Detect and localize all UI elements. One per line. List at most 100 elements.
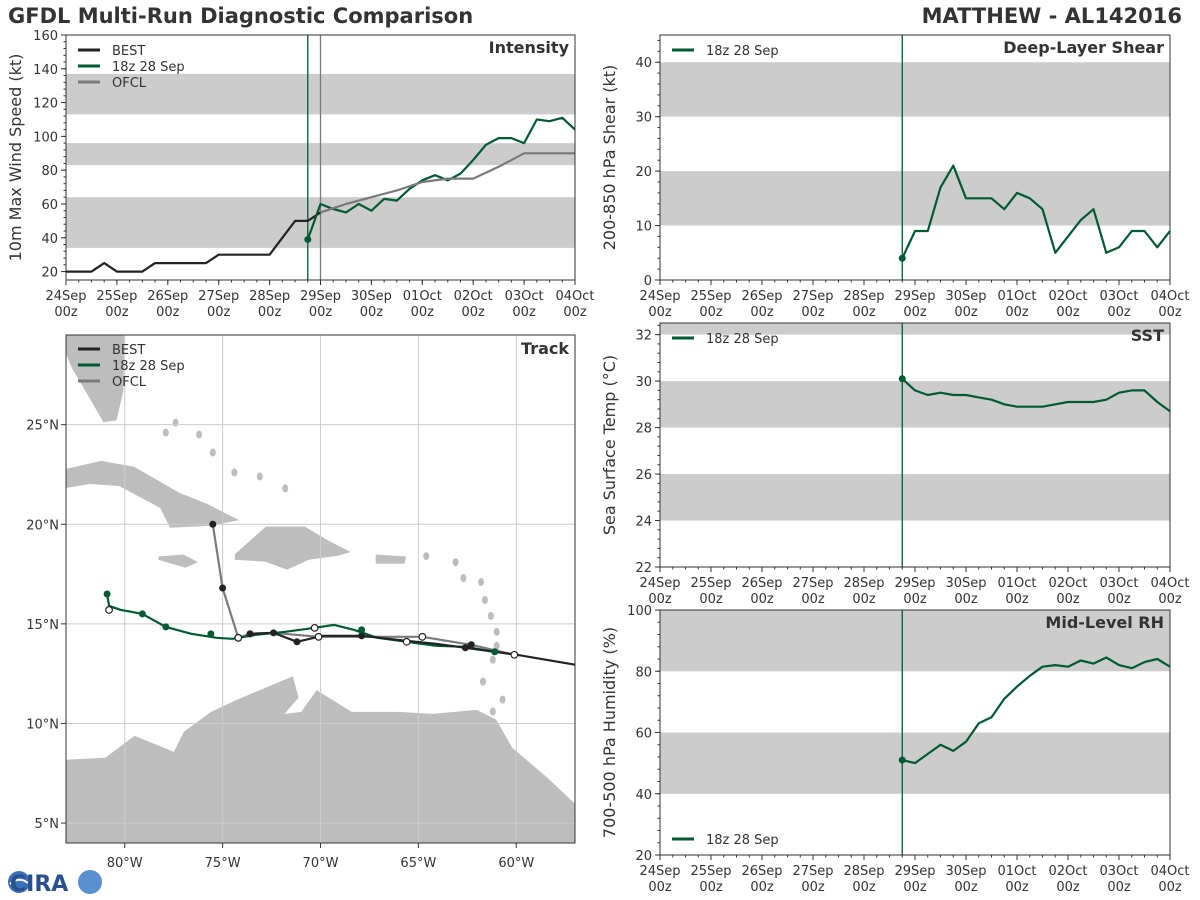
shear-init-marker	[898, 254, 906, 262]
sst-ytick-label: 32	[635, 329, 652, 344]
rh-xtick-hour: 00z	[801, 880, 825, 895]
shear-xtick-hour: 00z	[1107, 305, 1131, 320]
rh-legend-label: 18z 28 Sep	[706, 833, 779, 848]
intensity-xtick-day: 02Oct	[454, 289, 493, 304]
shear-xtick-hour: 00z	[648, 305, 672, 320]
track-point-run	[138, 610, 146, 618]
shear-xtick-day: 04Oct	[1150, 289, 1189, 304]
track-lon-label: 75°W	[205, 856, 241, 871]
shear-ytick-label: 40	[635, 56, 652, 71]
track-panel-title: Track	[521, 339, 569, 358]
track-legend-label: OFCL	[112, 375, 147, 390]
sst-xtick-day: 27Sep	[792, 576, 833, 591]
shear-xtick-hour: 00z	[699, 305, 723, 320]
track-lat-label: 15°N	[26, 618, 59, 633]
sst-ytick-label: 24	[635, 515, 652, 530]
intensity-xtick-hour: 00z	[207, 305, 231, 320]
chart-panels: 2040608010012014016024Sep00z25Sep00z26Se…	[6, 29, 1190, 895]
intensity-xtick-hour: 00z	[156, 305, 180, 320]
rh-xtick-hour: 00z	[903, 880, 927, 895]
track-point-open-run	[402, 637, 411, 646]
panel-shear: 01020304024Sep00z25Sep00z26Sep00z27Sep00…	[600, 34, 1190, 320]
sst-xtick-hour: 00z	[801, 592, 825, 607]
rh-panel-title: Mid-Level RH	[1045, 613, 1164, 632]
sst-ytick-label: 22	[635, 561, 652, 576]
small-island	[493, 627, 500, 636]
panel-track: 80°W 75°W 70°W 65°W 60°W 5°N 10°N 15°N 20°N 25°N T…	[26, 334, 576, 871]
track-lat-label: 20°N	[26, 518, 59, 533]
intensity-xtick-day: 25Sep	[96, 289, 137, 304]
small-island	[256, 472, 263, 481]
track-point-ofcl	[219, 584, 227, 592]
intensity-ytick-label: 140	[33, 63, 58, 78]
sst-xtick-hour: 00z	[954, 592, 978, 607]
intensity-xtick-day: 28Sep	[249, 289, 290, 304]
sst-xtick-hour: 00z	[1107, 592, 1131, 607]
intensity-xtick-day: 04Oct	[555, 289, 594, 304]
shear-xtick-day: 30Sep	[945, 289, 986, 304]
shear-xtick-hour: 00z	[954, 305, 978, 320]
rh-xtick-hour: 00z	[648, 880, 672, 895]
sst-xtick-day: 25Sep	[690, 576, 731, 591]
sst-ylabel: Sea Surface Temp (°C)	[600, 355, 619, 535]
sst-xtick-day: 30Sep	[945, 576, 986, 591]
sst-ytick-label: 30	[635, 375, 652, 390]
sst-ytick-label: 28	[635, 422, 652, 437]
small-island	[282, 484, 289, 493]
rh-xtick-day: 29Sep	[894, 864, 935, 879]
track-point-run	[103, 590, 111, 598]
intensity-xtick-day: 26Sep	[147, 289, 188, 304]
sst-series-run	[901, 377, 1171, 413]
shear-ytick-label: 20	[635, 165, 652, 180]
track-point-ofcl	[467, 641, 475, 649]
track-lat-label: 10°N	[26, 717, 59, 732]
track-point-best	[358, 632, 366, 640]
intensity-ylabel: 10m Max Wind Speed (kt)	[6, 54, 25, 262]
intensity-xtick-hour: 00z	[462, 305, 486, 320]
shear-band-1	[660, 62, 1170, 117]
intensity-ytick-label: 100	[33, 130, 58, 145]
shear-xtick-day: 29Sep	[894, 289, 935, 304]
shear-xtick-day: 03Oct	[1099, 289, 1138, 304]
figure-title: GFDL Multi-Run Diagnostic Comparison	[8, 4, 474, 28]
intensity-ytick-label: 120	[33, 97, 58, 112]
intensity-xtick-day: 29Sep	[300, 289, 341, 304]
shear-xtick-hour: 00z	[903, 305, 927, 320]
intensity-xtick-day: 27Sep	[198, 289, 239, 304]
track-point-run	[358, 626, 366, 634]
shear-band-0	[660, 171, 1170, 226]
intensity-xtick-hour: 00z	[105, 305, 129, 320]
intensity-panel-title: Intensity	[489, 38, 570, 57]
track-lon-label: 80°W	[107, 856, 143, 871]
intensity-ytick-label: 20	[41, 266, 58, 281]
intensity-xtick-hour: 00z	[360, 305, 384, 320]
rh-xtick-hour: 00z	[1158, 880, 1182, 895]
intensity-xtick-hour: 00z	[258, 305, 282, 320]
shear-ytick-label: 30	[635, 111, 652, 126]
small-island	[479, 677, 486, 686]
sst-xtick-hour: 00z	[903, 592, 927, 607]
sst-plot-bg	[660, 323, 1170, 567]
sst-init-marker	[898, 375, 906, 383]
small-island	[460, 574, 467, 583]
small-island	[493, 641, 500, 650]
sst-xtick-day: 26Sep	[741, 576, 782, 591]
intensity-legend-label: OFCL	[112, 76, 147, 91]
small-island	[489, 707, 496, 716]
shear-ytick-label: 10	[635, 220, 652, 235]
intensity-xtick-hour: 00z	[54, 305, 78, 320]
intensity-legend-label: BEST	[112, 44, 145, 59]
small-island	[162, 428, 169, 437]
rh-xtick-day: 01Oct	[997, 864, 1036, 879]
small-island	[231, 468, 238, 477]
track-point-run	[491, 648, 499, 656]
track-point-best	[461, 644, 469, 652]
sst-xtick-day: 04Oct	[1150, 576, 1189, 591]
rh-xtick-hour: 00z	[954, 880, 978, 895]
rh-xtick-day: 27Sep	[792, 864, 833, 879]
rh-xtick-day: 03Oct	[1099, 864, 1138, 879]
sst-xtick-hour: 00z	[1158, 592, 1182, 607]
sst-xtick-hour: 00z	[750, 592, 774, 607]
shear-xtick-day: 26Sep	[741, 289, 782, 304]
